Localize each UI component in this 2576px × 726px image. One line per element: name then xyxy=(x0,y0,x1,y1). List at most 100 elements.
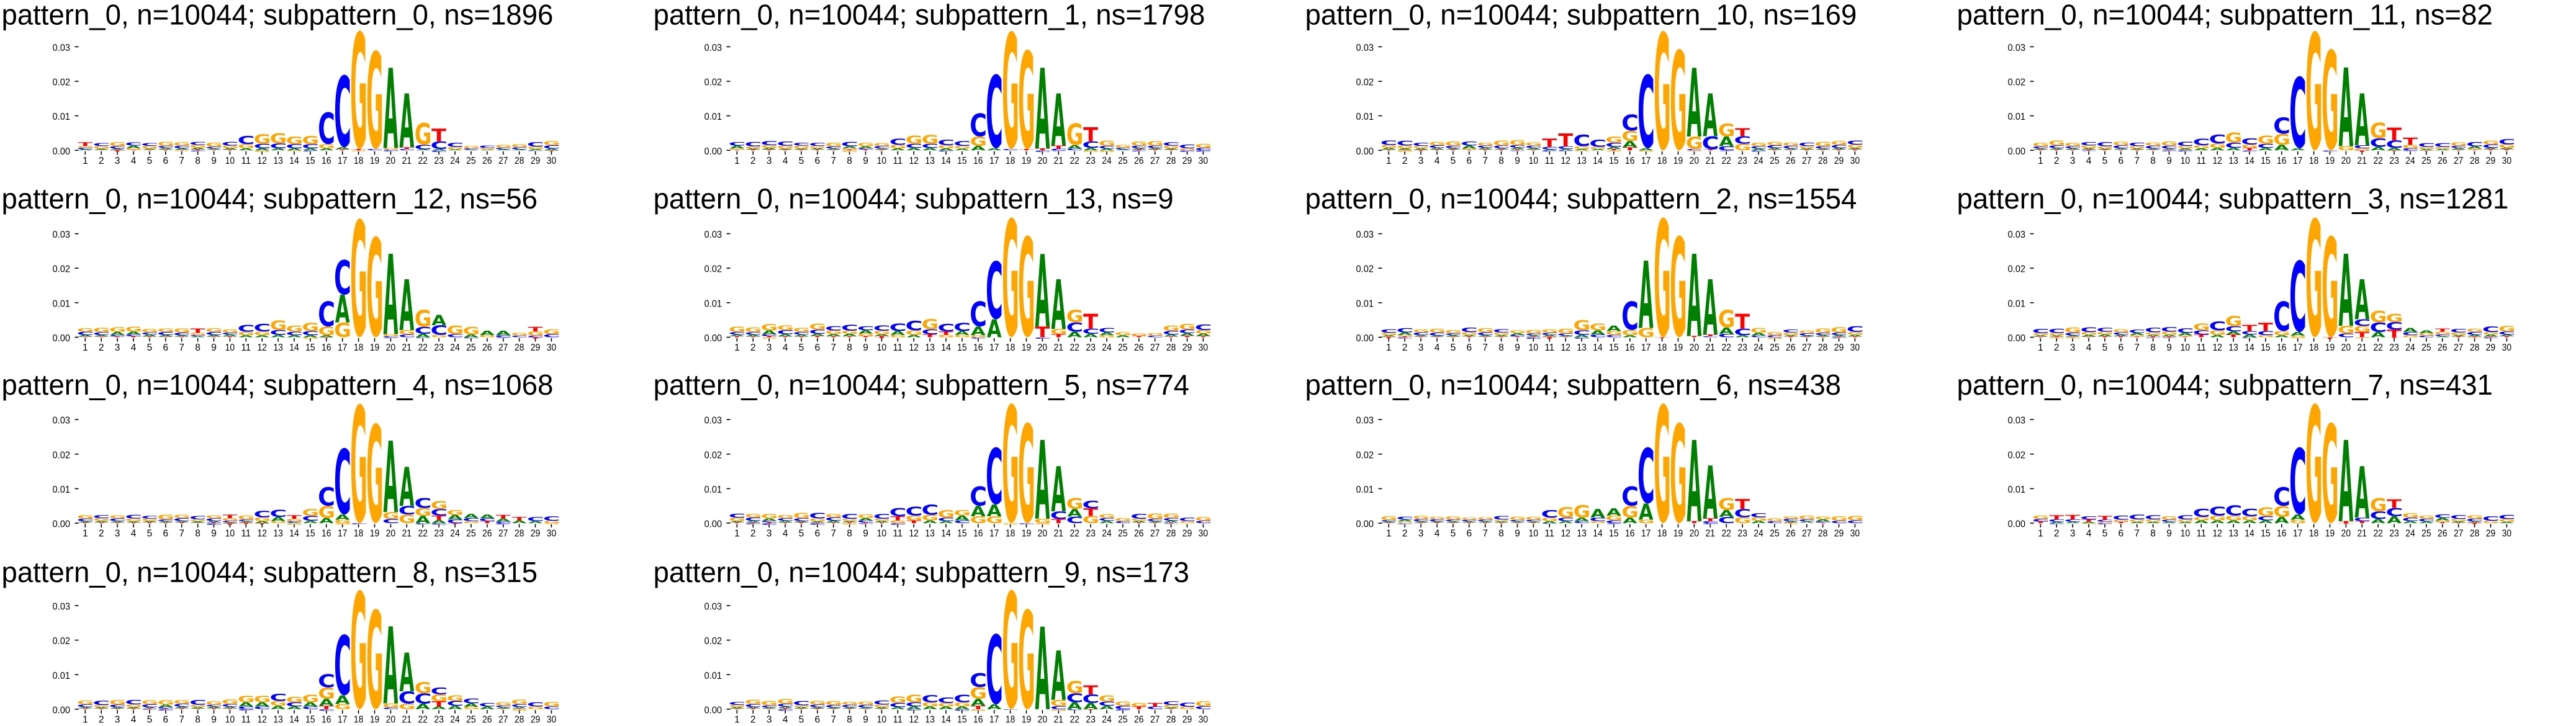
svg-text:20: 20 xyxy=(2341,529,2351,539)
svg-text:20: 20 xyxy=(1038,529,1048,539)
svg-text:15: 15 xyxy=(1609,343,1619,353)
svg-text:22: 22 xyxy=(1070,714,1079,725)
svg-text:1: 1 xyxy=(1386,156,1392,166)
svg-text:13: 13 xyxy=(2228,156,2238,166)
svg-text:25: 25 xyxy=(466,156,476,166)
svg-text:11: 11 xyxy=(241,343,251,353)
svg-text:30: 30 xyxy=(2502,343,2512,353)
svg-text:pattern_0, n=10044; subpattern: pattern_0, n=10044; subpattern_0, ns=189… xyxy=(2,0,554,30)
svg-text:15: 15 xyxy=(305,156,315,166)
svg-text:0.00: 0.00 xyxy=(705,146,723,157)
svg-text:13: 13 xyxy=(1577,156,1587,166)
svg-text:14: 14 xyxy=(289,714,299,725)
svg-text:4: 4 xyxy=(131,529,137,539)
svg-text:13: 13 xyxy=(1577,529,1587,539)
svg-text:18: 18 xyxy=(2309,529,2319,539)
svg-text:22: 22 xyxy=(418,343,428,353)
svg-text:16: 16 xyxy=(1625,343,1635,353)
svg-text:25: 25 xyxy=(1770,529,1780,539)
svg-text:21: 21 xyxy=(1706,343,1716,353)
svg-text:9: 9 xyxy=(863,156,868,166)
svg-text:14: 14 xyxy=(289,343,299,353)
svg-text:25: 25 xyxy=(2421,529,2431,539)
svg-text:29: 29 xyxy=(1834,156,1844,166)
svg-text:25: 25 xyxy=(1770,156,1780,166)
svg-text:19: 19 xyxy=(1022,343,1032,353)
svg-text:17: 17 xyxy=(989,714,999,725)
svg-text:22: 22 xyxy=(418,156,428,166)
svg-text:29: 29 xyxy=(1182,529,1192,539)
svg-text:1: 1 xyxy=(2038,343,2043,353)
svg-text:3: 3 xyxy=(115,714,120,725)
svg-text:5: 5 xyxy=(799,156,804,166)
svg-text:23: 23 xyxy=(1086,343,1096,353)
svg-text:2: 2 xyxy=(1402,343,1408,353)
svg-text:13: 13 xyxy=(1577,343,1587,353)
svg-text:1: 1 xyxy=(2038,529,2043,539)
svg-text:30: 30 xyxy=(2502,156,2512,166)
svg-text:3: 3 xyxy=(767,343,772,353)
svg-text:0.01: 0.01 xyxy=(2008,485,2026,495)
svg-text:24: 24 xyxy=(1102,343,1112,353)
svg-text:21: 21 xyxy=(1054,714,1064,725)
svg-text:22: 22 xyxy=(1721,156,1731,166)
svg-text:4: 4 xyxy=(1434,343,1440,353)
svg-text:1: 1 xyxy=(734,156,740,166)
svg-text:18: 18 xyxy=(1006,529,1016,539)
svg-text:6: 6 xyxy=(163,714,168,725)
svg-text:18: 18 xyxy=(354,156,364,166)
svg-text:18: 18 xyxy=(354,343,364,353)
svg-text:14: 14 xyxy=(941,529,951,539)
svg-text:1: 1 xyxy=(83,156,88,166)
svg-text:9: 9 xyxy=(211,156,217,166)
svg-text:12: 12 xyxy=(909,529,919,539)
svg-text:0.02: 0.02 xyxy=(2008,78,2026,88)
svg-text:12: 12 xyxy=(257,714,267,725)
svg-text:3: 3 xyxy=(767,529,772,539)
svg-text:22: 22 xyxy=(2373,529,2383,539)
svg-text:4: 4 xyxy=(783,529,788,539)
svg-text:18: 18 xyxy=(1006,343,1016,353)
svg-text:0.03: 0.03 xyxy=(2008,230,2026,240)
svg-text:4: 4 xyxy=(131,343,137,353)
svg-text:13: 13 xyxy=(925,529,935,539)
svg-text:20: 20 xyxy=(1690,343,1700,353)
svg-text:20: 20 xyxy=(386,529,396,539)
svg-text:0.02: 0.02 xyxy=(53,450,71,460)
svg-text:8: 8 xyxy=(195,714,200,725)
svg-text:2: 2 xyxy=(750,529,756,539)
svg-text:7: 7 xyxy=(1482,529,1488,539)
svg-text:17: 17 xyxy=(338,529,348,539)
svg-text:8: 8 xyxy=(195,343,200,353)
svg-text:11: 11 xyxy=(893,714,903,725)
svg-text:22: 22 xyxy=(1070,156,1079,166)
svg-text:pattern_0, n=10044; subpattern: pattern_0, n=10044; subpattern_11, ns=82 xyxy=(1957,0,2493,30)
svg-text:19: 19 xyxy=(2325,156,2335,166)
svg-text:11: 11 xyxy=(893,156,903,166)
svg-text:30: 30 xyxy=(547,343,557,353)
svg-text:25: 25 xyxy=(2421,343,2431,353)
svg-text:15: 15 xyxy=(305,714,315,725)
svg-text:5: 5 xyxy=(2102,529,2108,539)
svg-text:3: 3 xyxy=(115,343,120,353)
svg-text:12: 12 xyxy=(2212,529,2222,539)
svg-text:22: 22 xyxy=(2373,156,2383,166)
svg-text:6: 6 xyxy=(1466,156,1472,166)
svg-text:3: 3 xyxy=(2070,156,2076,166)
svg-text:23: 23 xyxy=(434,343,444,353)
svg-text:16: 16 xyxy=(2277,529,2287,539)
svg-text:5: 5 xyxy=(147,156,153,166)
svg-text:11: 11 xyxy=(241,156,251,166)
svg-text:15: 15 xyxy=(1609,529,1619,539)
svg-text:21: 21 xyxy=(1054,529,1064,539)
svg-text:13: 13 xyxy=(2228,529,2238,539)
svg-text:28: 28 xyxy=(1818,529,1828,539)
svg-text:15: 15 xyxy=(305,343,315,353)
svg-text:2: 2 xyxy=(99,714,104,725)
svg-text:0.03: 0.03 xyxy=(705,602,723,612)
svg-text:12: 12 xyxy=(1560,529,1570,539)
svg-text:1: 1 xyxy=(1386,529,1392,539)
svg-text:25: 25 xyxy=(1118,714,1128,725)
svg-text:29: 29 xyxy=(2486,529,2496,539)
svg-text:3: 3 xyxy=(1418,156,1424,166)
